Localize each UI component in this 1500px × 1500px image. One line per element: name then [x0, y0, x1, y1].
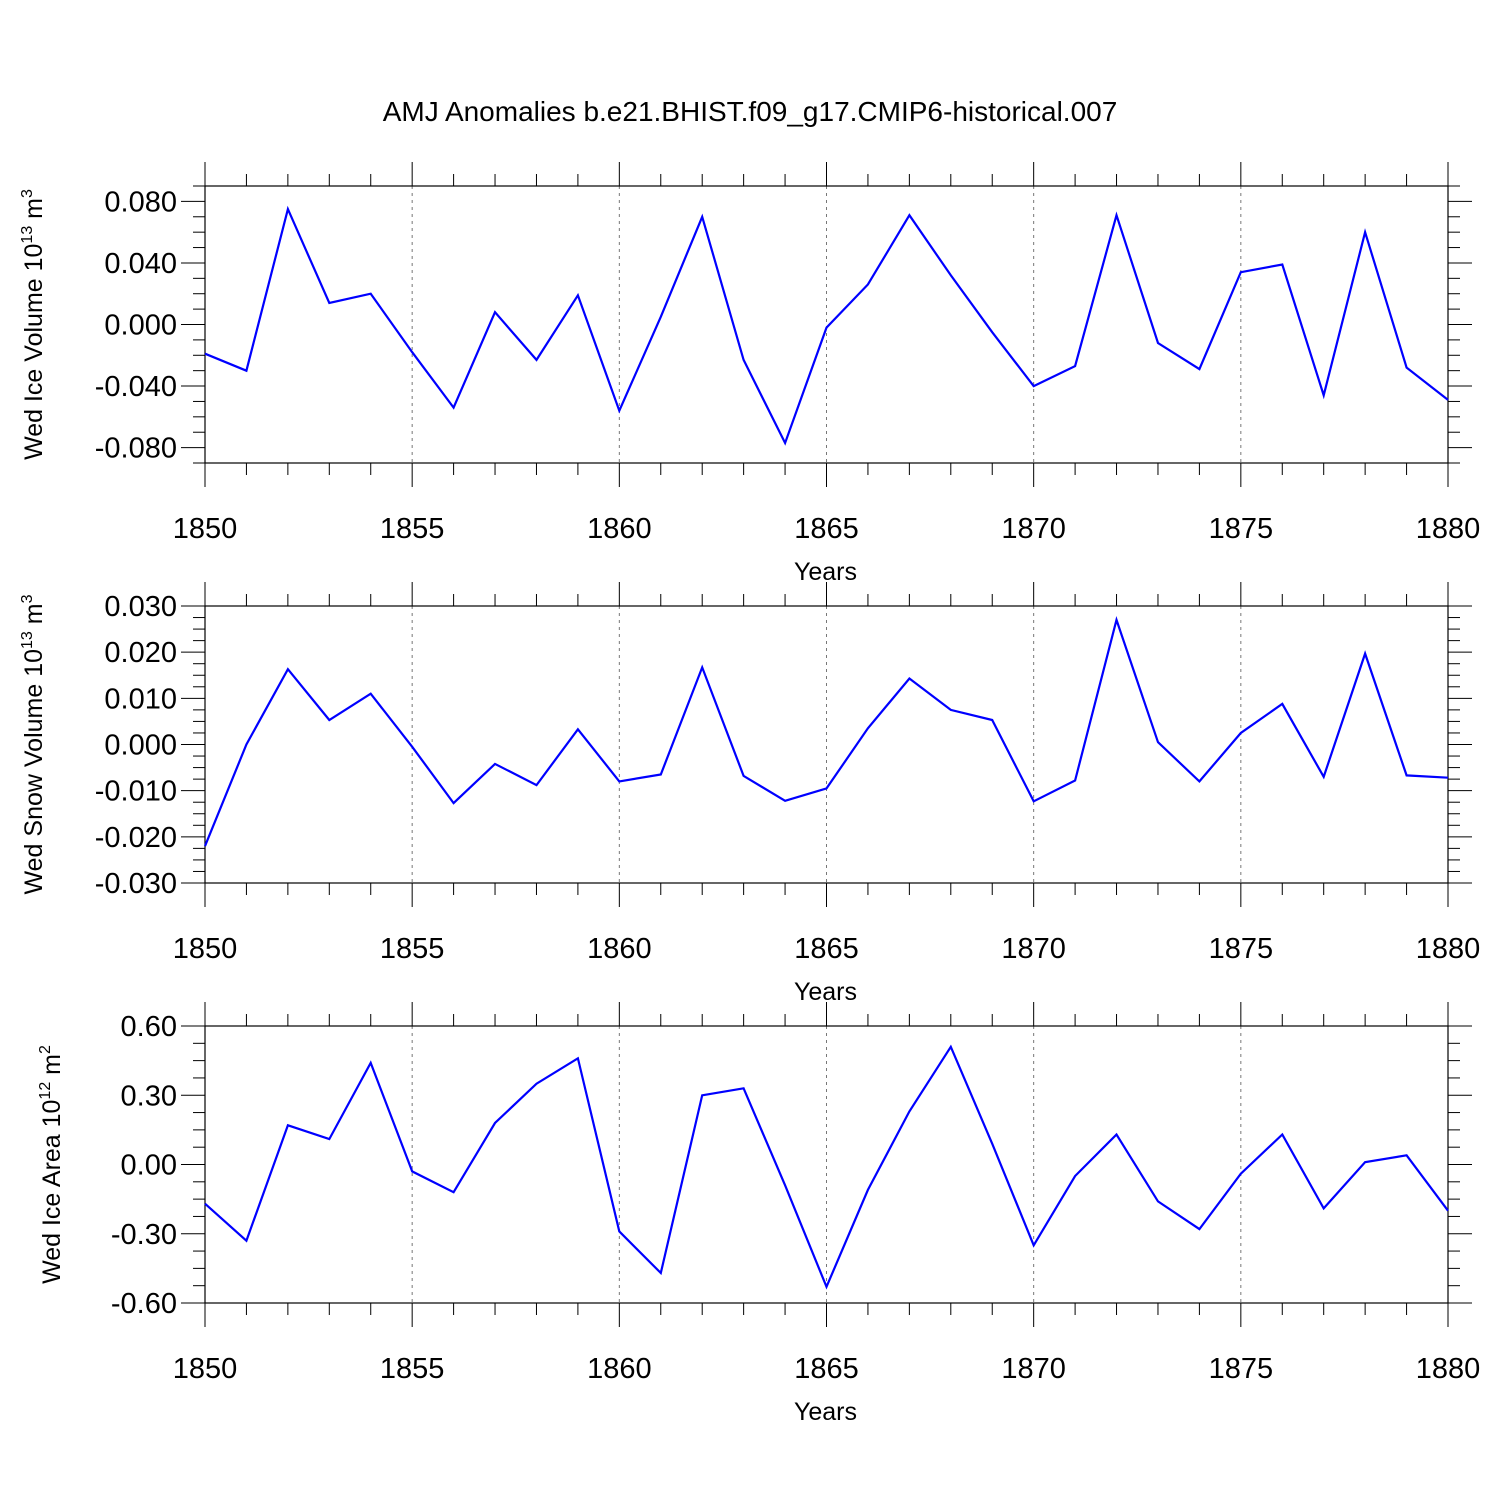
y-tick-label: 0.020: [104, 637, 177, 669]
y-axis-label: Wed Snow Volume 1013 m3: [19, 594, 48, 894]
x-tick-label: 1880: [1416, 1353, 1481, 1385]
panel-1: -0.080 -0.040 0.000 0.040 0.080 1850 1855 1860 1…: [19, 162, 1480, 586]
plot-frame: [204, 605, 1449, 884]
x-tick-label: 1855: [380, 513, 445, 545]
y-tick-label: 0.040: [104, 248, 177, 280]
plot-frame: [204, 1025, 1449, 1304]
x-tick-label: 1855: [380, 933, 445, 965]
x-tick-label: 1865: [794, 1353, 859, 1385]
y-tick-label: 0.30: [121, 1080, 177, 1112]
y-axis-label: Wed Ice Volume 1013 m3: [19, 189, 48, 460]
x-tick-label: 1865: [794, 933, 859, 965]
x-tick-label: 1850: [173, 513, 238, 545]
series-line: [203, 616, 1449, 847]
y-tick-label: -0.020: [95, 822, 177, 854]
y-tick-label: 0.010: [104, 683, 177, 715]
y-tick-label: 0.000: [104, 310, 177, 342]
series-line: [204, 205, 1449, 446]
x-tick-label: 1880: [1416, 513, 1481, 545]
y-tick-label: -0.030: [95, 868, 177, 900]
y-tick-label: 0.030: [104, 591, 177, 623]
x-tick-label: 1860: [587, 1353, 652, 1385]
x-tick-label: 1850: [173, 933, 238, 965]
y-tick-label: 0.080: [104, 186, 177, 218]
x-axis-label: Years: [794, 978, 857, 1006]
y-tick-label: -0.080: [95, 433, 177, 465]
x-tick-label: 1875: [1209, 513, 1274, 545]
y-tick-label: -0.30: [111, 1219, 177, 1251]
x-tick-label: 1855: [380, 1353, 445, 1385]
series-line: [204, 1044, 1449, 1290]
x-tick-label: 1870: [1001, 933, 1066, 965]
x-tick-label: 1870: [1001, 513, 1066, 545]
y-tick-label: -0.010: [95, 776, 177, 808]
x-tick-label: 1860: [587, 933, 652, 965]
figure-title: AMJ Anomalies b.e21.BHIST.f09_g17.CMIP6-…: [382, 96, 1118, 127]
x-tick-label: 1850: [173, 1353, 238, 1385]
y-tick-label: -0.040: [95, 371, 177, 403]
x-tick-label: 1860: [587, 513, 652, 545]
x-axis-label: Years: [794, 1398, 857, 1426]
y-axis-label: Wed Ice Area 1012 m2: [37, 1045, 66, 1284]
x-tick-label: 1875: [1209, 933, 1274, 965]
y-tick-label: 0.60: [121, 1011, 177, 1043]
x-tick-label: 1870: [1001, 1353, 1066, 1385]
panel-3: -0.60 -0.30 0.00 0.30 0.60 1850 1855 1860 1865 18…: [37, 1002, 1480, 1426]
panel-2: -0.030 -0.020 -0.010 0.000 0.010 0.020 0.030 18…: [19, 582, 1480, 1006]
x-tick-label: 1865: [794, 513, 859, 545]
y-tick-label: 0.000: [104, 730, 177, 762]
y-tick-label: -0.60: [111, 1288, 177, 1320]
x-axis-label: Years: [794, 558, 857, 586]
plot-frame: [204, 185, 1449, 464]
x-tick-label: 1875: [1209, 1353, 1274, 1385]
y-tick-label: 0.00: [121, 1150, 177, 1182]
x-tick-label: 1880: [1416, 933, 1481, 965]
